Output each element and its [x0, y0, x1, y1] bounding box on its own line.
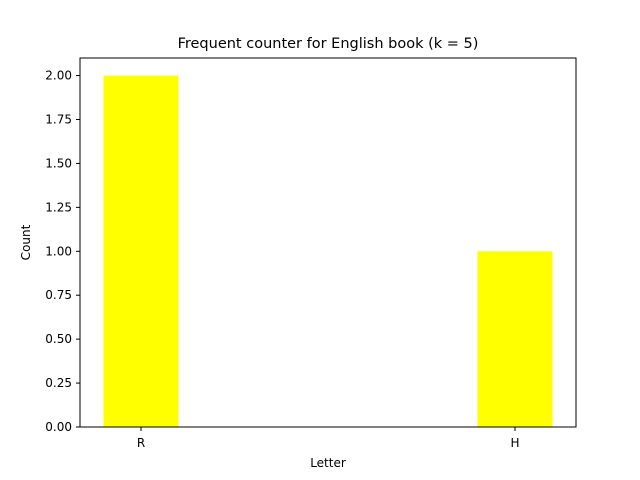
y-axis: 0.00 0.25 0.50 0.75 1.00 1.25 1.50 1.75 2.00	[45, 69, 80, 434]
bars-group	[103, 75, 553, 428]
chart-title: Frequent counter for English book (k = 5…	[178, 36, 479, 52]
y-tick-label-2: 0.50	[45, 332, 72, 346]
x-axis-label: Letter	[310, 456, 346, 470]
x-tick-label-h: H	[510, 436, 519, 450]
y-tick-label-5: 1.25	[45, 200, 72, 214]
y-tick-label-8: 2.00	[45, 69, 72, 83]
y-axis-label: Count	[19, 224, 33, 260]
y-tick-label-6: 1.50	[45, 156, 72, 170]
bar-r	[103, 75, 179, 428]
y-tick-label-7: 1.75	[45, 113, 72, 127]
bar-h	[477, 251, 553, 427]
x-tick-label-r: R	[137, 436, 145, 450]
y-tick-label-4: 1.00	[45, 244, 72, 258]
y-tick-label-0: 0.00	[45, 420, 72, 434]
y-tick-label-3: 0.75	[45, 288, 72, 302]
y-tick-label-1: 0.25	[45, 376, 72, 390]
plot-frame	[79, 57, 577, 428]
